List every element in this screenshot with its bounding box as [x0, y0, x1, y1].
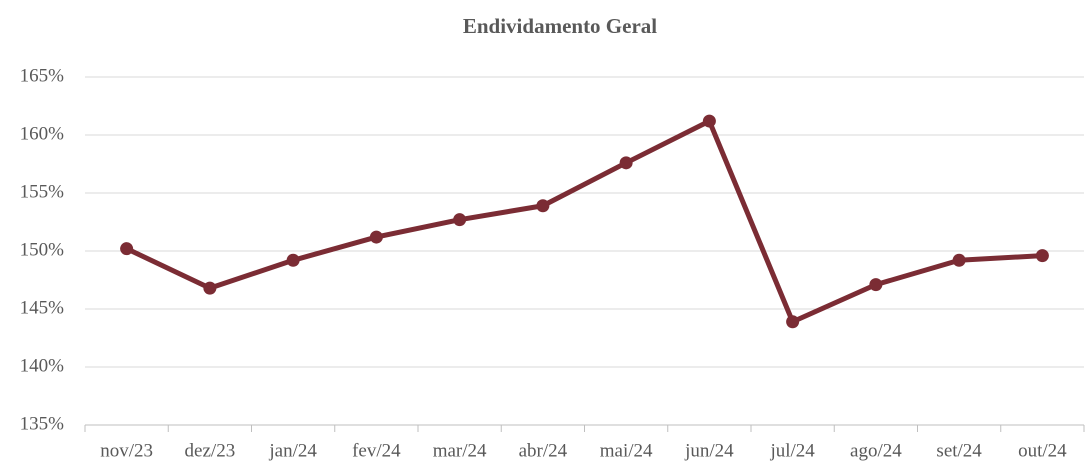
- x-tick-label: abr/24: [519, 440, 568, 461]
- marker: [619, 156, 633, 170]
- y-tick-label: 155%: [20, 181, 65, 202]
- x-tick-label: set/24: [936, 440, 982, 461]
- x-tick-label: mar/24: [433, 440, 487, 461]
- marker: [952, 253, 966, 267]
- x-tick-label: jun/24: [684, 440, 734, 461]
- marker: [453, 213, 467, 227]
- marker: [786, 315, 800, 329]
- marker: [120, 242, 134, 256]
- x-tick-label: dez/23: [185, 440, 236, 461]
- marker: [286, 253, 300, 267]
- x-tick-label: fev/24: [352, 440, 401, 461]
- x-tick-label: out/24: [1018, 440, 1067, 461]
- x-tick-label: ago/24: [850, 440, 902, 461]
- x-tick-label: mai/24: [600, 440, 653, 461]
- marker: [869, 278, 883, 292]
- x-tick-label: jan/24: [268, 440, 317, 461]
- y-tick-label: 160%: [20, 123, 65, 144]
- y-tick-label: 140%: [20, 355, 65, 376]
- marker: [203, 281, 217, 295]
- y-tick-label: 145%: [20, 297, 65, 318]
- y-tick-label: 150%: [20, 239, 65, 260]
- x-tick-label: nov/23: [100, 440, 153, 461]
- marker: [702, 114, 716, 128]
- x-tick-label: jul/24: [769, 440, 815, 461]
- marker: [1035, 249, 1049, 263]
- y-tick-label: 135%: [20, 413, 65, 434]
- y-tick-label: 165%: [20, 65, 65, 86]
- line: [125, 118, 1043, 325]
- marker: [536, 199, 550, 213]
- chart-title: Endividamento Geral: [463, 14, 657, 38]
- marker: [369, 230, 383, 244]
